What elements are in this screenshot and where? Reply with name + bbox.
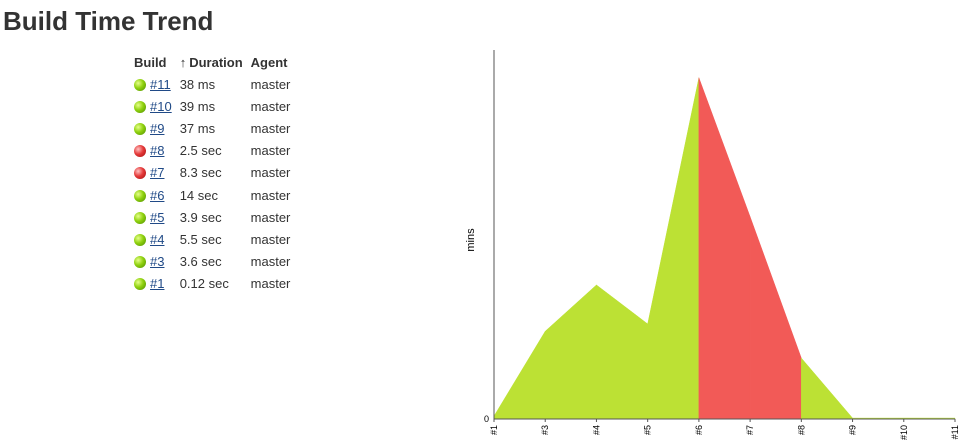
- build-status-failure-icon: [134, 167, 146, 180]
- area-segment-4: [544, 284, 597, 420]
- build-cell: #11: [134, 73, 180, 95]
- duration-cell: 3.6 sec: [179, 254, 222, 270]
- build-cell: #7: [134, 162, 180, 184]
- build-cell: #5: [134, 206, 180, 228]
- duration-cell: 3.9 sec: [179, 209, 222, 225]
- build-link[interactable]: #3: [150, 254, 165, 270]
- agent-cell: master: [250, 187, 291, 203]
- agent-cell: master: [250, 254, 291, 270]
- build-link[interactable]: #8: [150, 143, 165, 159]
- build-status-success-icon: [134, 100, 146, 113]
- build-status-success-icon: [134, 233, 146, 246]
- table-row: #11 38 ms master: [134, 73, 298, 95]
- table-row: #6 14 sec master: [134, 184, 298, 206]
- duration-cell: 39 ms: [179, 98, 216, 114]
- build-status-success-icon: [134, 189, 146, 202]
- x-tick-label[interactable]: #6: [694, 425, 704, 435]
- build-cell: #3: [134, 251, 180, 273]
- duration-cell: 14 sec: [179, 187, 219, 203]
- sort-arrow-icon: ↑: [179, 55, 187, 70]
- build-cell: #6: [134, 184, 180, 206]
- build-link[interactable]: #6: [150, 187, 165, 203]
- build-status-failure-icon: [134, 145, 146, 158]
- build-cell: #1: [134, 273, 180, 295]
- x-tick-label[interactable]: #9: [848, 425, 858, 435]
- agent-cell: master: [250, 98, 291, 114]
- build-link[interactable]: #5: [150, 209, 165, 225]
- area-segment-8: [749, 216, 802, 420]
- y-axis-label: mins: [465, 228, 477, 252]
- area-segment-9: [801, 357, 853, 420]
- x-tick-label[interactable]: #1: [489, 425, 499, 435]
- table-row: #10 39 ms master: [134, 95, 298, 117]
- build-cell: #4: [134, 228, 180, 250]
- area-segment-7: [698, 77, 751, 420]
- build-time-table: Build ↑ Duration Agent #11 38 ms master #10 3…: [134, 52, 298, 295]
- table-row: #7 8.3 sec master: [134, 162, 298, 184]
- chart-svg: 0 mins #1 #3 #4 #5 #6 #7 #8 #9 #10 #11: [465, 50, 960, 440]
- duration-cell: 37 ms: [179, 120, 216, 136]
- agent-cell: master: [250, 276, 291, 292]
- duration-cell: 0.12 sec: [179, 276, 229, 292]
- build-status-success-icon: [134, 122, 146, 135]
- agent-cell: master: [250, 76, 291, 92]
- agent-cell: master: [250, 231, 291, 247]
- build-link[interactable]: #9: [150, 120, 165, 136]
- duration-cell: 5.5 sec: [179, 231, 222, 247]
- x-tick-label[interactable]: #3: [540, 425, 550, 435]
- build-cell: #10: [134, 95, 180, 117]
- duration-cell: 38 ms: [179, 76, 216, 92]
- x-tick-label[interactable]: #4: [591, 425, 601, 435]
- area-segment-3: [493, 330, 546, 420]
- build-link[interactable]: #4: [150, 231, 165, 247]
- x-tick-label[interactable]: #8: [796, 425, 806, 435]
- build-link[interactable]: #7: [150, 165, 165, 181]
- build-link[interactable]: #11: [150, 76, 171, 92]
- build-status-success-icon: [134, 256, 146, 269]
- agent-cell: master: [250, 120, 291, 136]
- build-status-success-icon: [134, 278, 146, 291]
- table-row: #5 3.9 sec master: [134, 206, 298, 228]
- build-link[interactable]: #10: [150, 98, 172, 114]
- agent-cell: master: [250, 143, 291, 159]
- table-row: #8 2.5 sec master: [134, 140, 298, 162]
- table-row: #9 37 ms master: [134, 117, 298, 139]
- build-cell: #8: [134, 140, 180, 162]
- build-cell: #9: [134, 117, 180, 139]
- build-status-success-icon: [134, 211, 146, 224]
- header-build[interactable]: Build: [134, 55, 167, 70]
- y-tick-label: 0: [484, 414, 489, 424]
- x-tick-label[interactable]: #5: [643, 425, 653, 435]
- build-status-success-icon: [134, 78, 146, 91]
- build-link[interactable]: #1: [150, 276, 165, 292]
- table-row: #3 3.6 sec master: [134, 251, 298, 273]
- table-header-row: Build ↑ Duration Agent: [134, 52, 298, 73]
- table-row: #1 0.12 sec master: [134, 273, 298, 295]
- header-agent[interactable]: Agent: [250, 55, 288, 70]
- agent-cell: master: [250, 209, 291, 225]
- area-segment-5: [596, 284, 648, 420]
- area-segment-6: [647, 77, 700, 420]
- agent-cell: master: [250, 165, 291, 181]
- x-tick-label[interactable]: #7: [745, 425, 755, 435]
- page-title: Build Time Trend: [3, 6, 214, 36]
- duration-cell: 2.5 sec: [179, 143, 222, 159]
- header-duration[interactable]: ↑ Duration: [179, 55, 243, 70]
- x-tick-label[interactable]: #11: [950, 425, 960, 439]
- table-row: #4 5.5 sec master: [134, 228, 298, 250]
- x-tick-label[interactable]: #10: [899, 425, 909, 440]
- duration-cell: 8.3 sec: [179, 165, 222, 181]
- build-time-chart: 0 mins #1 #3 #4 #5 #6 #7 #8 #9 #10 #11: [450, 40, 969, 448]
